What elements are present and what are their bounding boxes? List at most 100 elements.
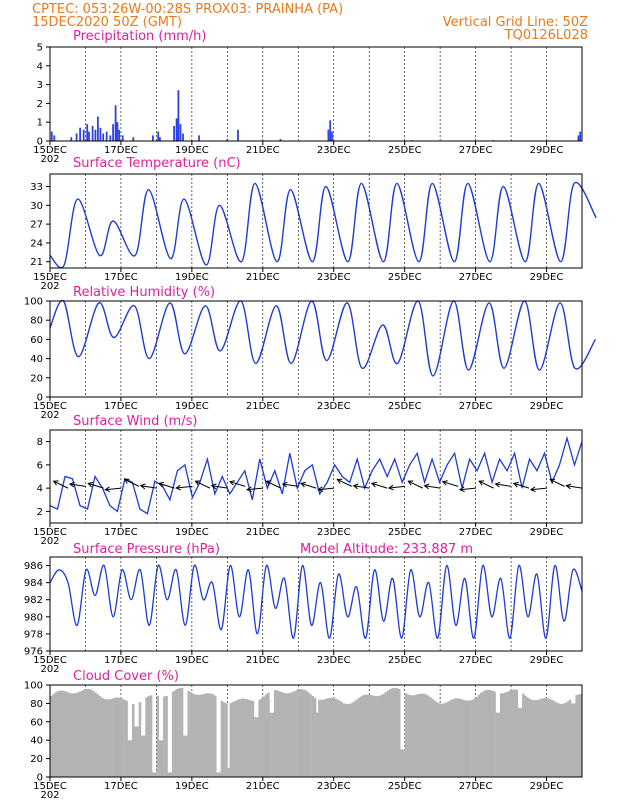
humidity-title: Relative Humidity (%) (73, 285, 215, 300)
cloud-bar (211, 694, 215, 777)
cloud-bar (134, 726, 137, 777)
cloud-bar (120, 698, 124, 777)
cloud-bar (216, 772, 219, 777)
x-tick-label: 17DEC (104, 527, 138, 538)
wind-arrow-head (175, 484, 181, 491)
precip-bar (279, 139, 282, 141)
cloud-bar (577, 694, 581, 777)
cloud-bar (468, 700, 472, 777)
cloud-bar (491, 690, 494, 777)
y-tick-label: 80 (30, 699, 43, 710)
wind-arrow-shaft (229, 481, 246, 487)
cloud-bar (531, 699, 534, 777)
wind-arrow-head (352, 483, 359, 490)
cloud-bar (504, 692, 507, 777)
cloud-bar (105, 699, 108, 777)
plot-frame (49, 46, 583, 142)
wind-arrow-head (246, 486, 252, 493)
cloud-bar (251, 701, 255, 777)
cloud-bar (194, 694, 197, 777)
cloud-bar (289, 692, 292, 777)
cloud-bar (375, 696, 379, 777)
wind-arrow-shaft (337, 478, 352, 487)
cloud-bar (477, 694, 481, 777)
cloud-bar (234, 701, 237, 777)
wind-arrow-shaft (371, 482, 388, 489)
cloud-bar (568, 699, 572, 777)
cloud-bar (551, 700, 554, 777)
cloud-bar (98, 696, 102, 777)
x-tick-label: 15DEC (33, 272, 67, 283)
panel-4: 2 4 6 8 15DEC 17DEC 19DEC 21DEC 23DEC 25DEC 27DEC 2… (33, 429, 583, 547)
cloud-bar (437, 703, 441, 777)
cloud-bar (52, 694, 55, 777)
cloud-bar (579, 694, 583, 777)
plot-frame (49, 556, 583, 652)
cloud-bar (220, 701, 224, 777)
cloud-bar (513, 689, 516, 777)
cloud-bar (147, 696, 151, 777)
x-year-label: 202 (40, 410, 59, 421)
wind-arrow-shaft (459, 487, 476, 491)
wind-arrow-head (512, 481, 519, 488)
cloud-bar (127, 740, 131, 777)
y-tick-label: 0 (37, 393, 43, 404)
cloud-bar (198, 694, 202, 777)
x-tick-label: 23DEC (317, 145, 351, 156)
wind-arrow-shaft (300, 482, 317, 489)
wind-arrow-head (68, 481, 75, 488)
cloud-bar (393, 687, 397, 777)
cloud-bar (466, 700, 470, 777)
x-tick-label: 25DEC (388, 655, 422, 666)
cloud-bar (471, 699, 474, 777)
cloud-bar (322, 699, 326, 777)
x-tick-label: 29DEC (530, 401, 564, 412)
wind-arrow-shaft (353, 485, 370, 489)
cloud-bar (58, 690, 62, 777)
cloud-bar (318, 699, 321, 777)
y-tick-label: 60 (30, 717, 43, 728)
cloud-bar (171, 691, 175, 777)
precip-bar (175, 118, 178, 141)
cloud-bar (570, 703, 574, 777)
cloud-bar (180, 687, 184, 777)
cloud-bar (402, 749, 405, 777)
precip-bar (327, 129, 330, 141)
precip-bar (94, 129, 97, 141)
x-tick-label: 27DEC (459, 781, 493, 792)
precip-bar (88, 131, 90, 141)
y-tick-label: 40 (30, 354, 43, 365)
cloud-bar (96, 694, 100, 777)
wind-arrow-shaft (478, 480, 494, 489)
precip-bar (182, 133, 184, 141)
cloud-bar (442, 703, 445, 777)
precip-bar (121, 135, 124, 141)
cloud-bar (380, 695, 383, 777)
x-tick-label: 25DEC (388, 272, 422, 283)
x-tick-label: 23DEC (317, 527, 351, 538)
cloud-bar (369, 695, 372, 777)
cloud-bar (300, 689, 304, 777)
wind-arrow-head (194, 480, 201, 486)
y-tick-label: 0 (37, 773, 43, 784)
cloud-bar (114, 697, 117, 777)
wind-arrow-head (123, 478, 130, 484)
cloud-bar (497, 712, 501, 777)
x-tick-label: 29DEC (530, 781, 564, 792)
y-tick-label: 20 (30, 754, 43, 765)
cloud-bar (187, 690, 190, 777)
wind-arrow-shaft (408, 480, 423, 489)
wind-title: Surface Wind (m/s) (73, 414, 197, 429)
x-year-label: 202 (40, 281, 59, 292)
cloud-bar (533, 700, 536, 777)
y-tick-label: 6 (37, 460, 43, 471)
cloud-bar (116, 697, 120, 777)
wind-arrow-head (210, 483, 217, 490)
cloud-bar (191, 693, 195, 777)
cloud-bar (455, 698, 459, 777)
cloud-bar (418, 694, 421, 777)
cloud-bar (422, 693, 425, 777)
cloud-bar (386, 690, 390, 777)
cloud-bar (420, 693, 423, 777)
y-tick-label: 984 (24, 578, 43, 589)
